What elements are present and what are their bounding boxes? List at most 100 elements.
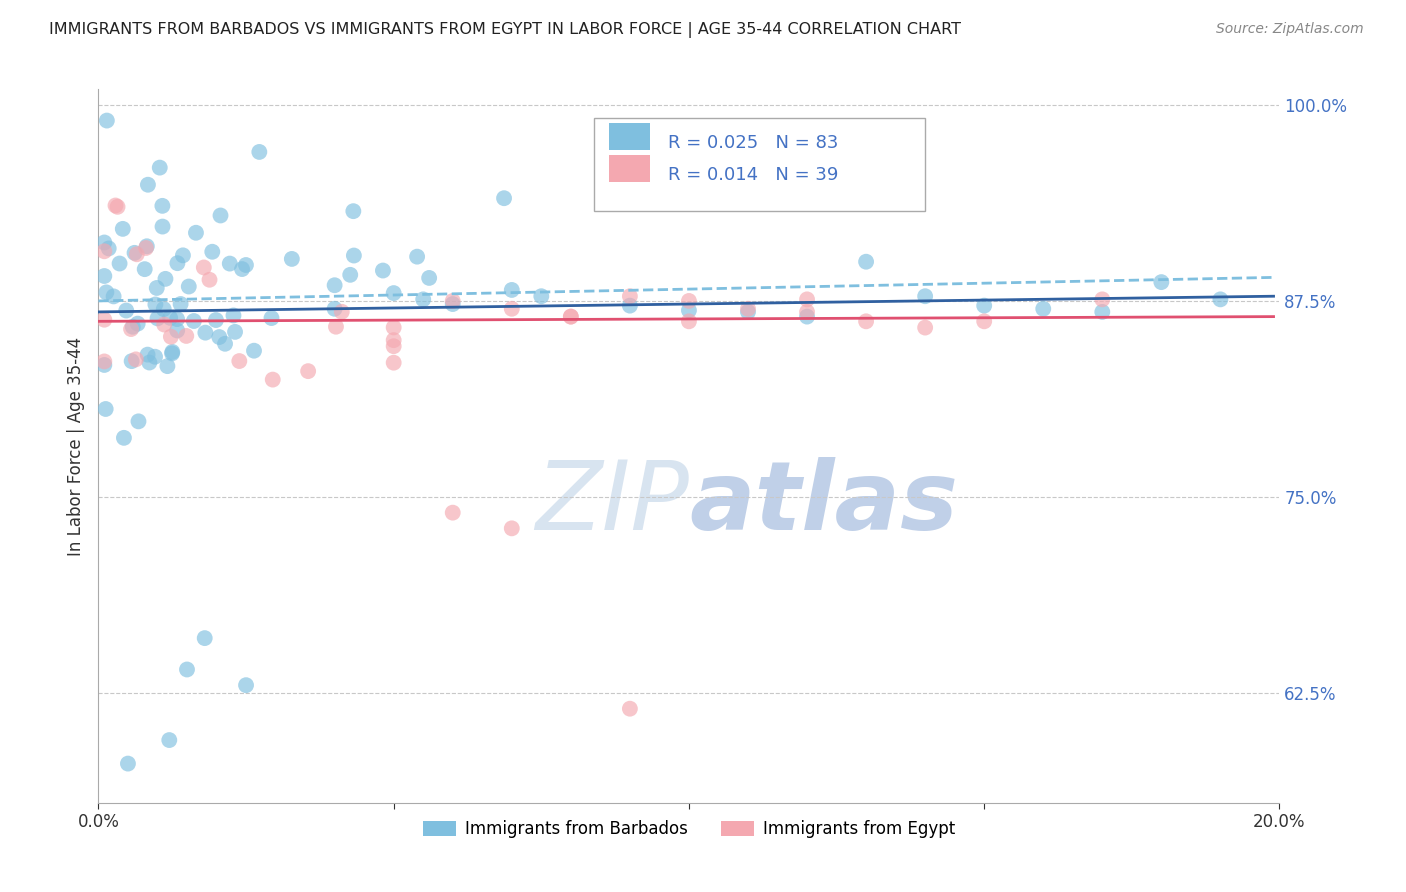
- Point: [121, 319, 143, 334]
- Point: [224, 325, 246, 339]
- Point: [156, 359, 179, 373]
- Point: [855, 314, 877, 328]
- Point: [412, 293, 434, 307]
- Point: [560, 310, 582, 324]
- Point: [382, 333, 405, 347]
- Point: [176, 663, 198, 677]
- Point: [96, 285, 118, 300]
- Point: [125, 247, 148, 261]
- Point: [343, 248, 366, 262]
- Point: [235, 678, 257, 692]
- Point: [619, 702, 641, 716]
- Legend: Immigrants from Barbados, Immigrants from Egypt: Immigrants from Barbados, Immigrants fro…: [416, 814, 962, 845]
- Point: [138, 355, 160, 369]
- Point: [1209, 293, 1232, 307]
- Point: [120, 322, 142, 336]
- Point: [1091, 293, 1114, 307]
- Text: R = 0.014   N = 39: R = 0.014 N = 39: [668, 166, 838, 184]
- Point: [97, 241, 120, 255]
- Point: [108, 256, 131, 270]
- Point: [111, 222, 134, 236]
- Point: [1091, 305, 1114, 319]
- Point: [323, 278, 346, 293]
- Point: [166, 323, 188, 337]
- Point: [193, 260, 215, 275]
- Point: [135, 239, 157, 253]
- Point: [93, 244, 115, 259]
- Point: [198, 273, 221, 287]
- Point: [117, 756, 139, 771]
- Point: [560, 310, 582, 324]
- Point: [146, 311, 169, 326]
- Point: [501, 283, 523, 297]
- Point: [183, 314, 205, 328]
- Point: [619, 299, 641, 313]
- Point: [678, 314, 700, 328]
- Point: [678, 303, 700, 318]
- Text: IMMIGRANTS FROM BARBADOS VS IMMIGRANTS FROM EGYPT IN LABOR FORCE | AGE 35-44 COR: IMMIGRANTS FROM BARBADOS VS IMMIGRANTS F…: [49, 22, 962, 38]
- Point: [124, 245, 146, 260]
- Point: [162, 345, 184, 359]
- Point: [184, 226, 207, 240]
- Point: [159, 310, 181, 325]
- Point: [135, 241, 157, 255]
- Point: [155, 272, 177, 286]
- Point: [243, 343, 266, 358]
- Point: [208, 330, 231, 344]
- Point: [166, 256, 188, 270]
- Point: [166, 312, 188, 326]
- Point: [1150, 275, 1173, 289]
- Point: [103, 289, 125, 303]
- Point: [382, 356, 405, 370]
- Point: [441, 297, 464, 311]
- Point: [855, 254, 877, 268]
- Point: [145, 281, 167, 295]
- Point: [260, 311, 283, 326]
- Point: [441, 506, 464, 520]
- Point: [93, 354, 115, 368]
- Point: [297, 364, 319, 378]
- Point: [247, 145, 270, 159]
- Point: [214, 336, 236, 351]
- Point: [145, 297, 167, 311]
- FancyBboxPatch shape: [595, 118, 925, 211]
- Point: [262, 373, 284, 387]
- Point: [330, 305, 353, 319]
- Y-axis label: In Labor Force | Age 35-44: In Labor Force | Age 35-44: [66, 336, 84, 556]
- Point: [112, 431, 135, 445]
- Point: [737, 301, 759, 316]
- Point: [134, 262, 156, 277]
- Point: [136, 348, 159, 362]
- Point: [104, 198, 127, 212]
- Point: [339, 268, 361, 282]
- Point: [323, 301, 346, 316]
- Point: [235, 258, 257, 272]
- Point: [501, 301, 523, 316]
- Point: [342, 204, 364, 219]
- Point: [678, 293, 700, 308]
- Point: [93, 358, 115, 372]
- Point: [127, 317, 149, 331]
- Point: [281, 252, 304, 266]
- Point: [93, 268, 115, 283]
- Point: [530, 289, 553, 303]
- Point: [371, 263, 394, 277]
- Point: [222, 309, 245, 323]
- Point: [93, 235, 115, 250]
- Point: [796, 293, 818, 307]
- Point: [150, 199, 173, 213]
- Point: [127, 414, 149, 428]
- Point: [177, 279, 200, 293]
- Point: [125, 352, 148, 367]
- Point: [325, 319, 347, 334]
- Text: atlas: atlas: [689, 457, 957, 549]
- Point: [406, 250, 429, 264]
- Text: ZIP: ZIP: [536, 457, 689, 549]
- Point: [619, 289, 641, 303]
- Point: [160, 329, 183, 343]
- Point: [143, 350, 166, 364]
- Point: [152, 219, 174, 234]
- Point: [136, 178, 159, 192]
- Point: [796, 305, 818, 319]
- Text: R = 0.025   N = 83: R = 0.025 N = 83: [668, 134, 838, 152]
